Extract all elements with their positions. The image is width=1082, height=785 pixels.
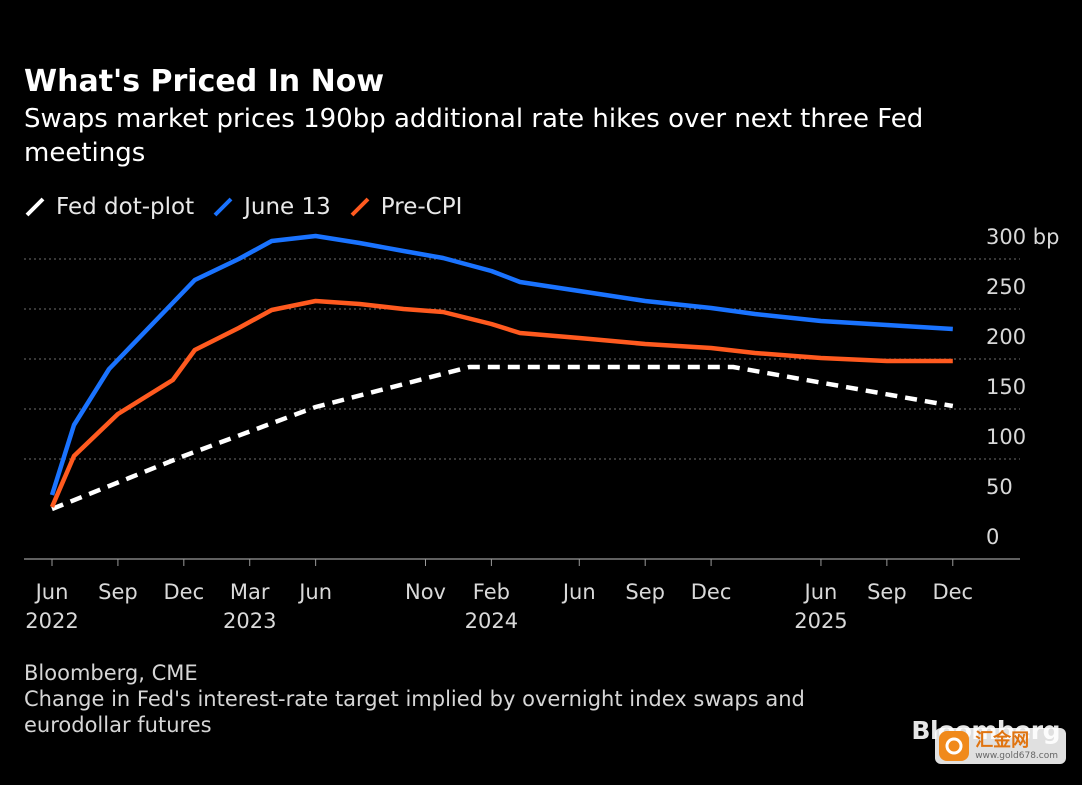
legend-label-dot-plot: Fed dot-plot bbox=[56, 194, 195, 220]
y-tick-label-0: 0 bbox=[986, 525, 999, 549]
y-tick-label-100: 100 bbox=[986, 425, 1026, 449]
x-tick-label-4: Jun bbox=[297, 580, 332, 604]
x-tick-label-11: Sep bbox=[867, 580, 907, 604]
x-tick-year-6: 2024 bbox=[465, 609, 518, 633]
x-tick-label-1: Sep bbox=[98, 580, 138, 604]
legend-item-june-13: June 13 bbox=[212, 194, 331, 220]
y-tick-label-200: 200 bbox=[986, 325, 1026, 349]
source-text: Bloomberg, CME bbox=[24, 661, 198, 685]
x-tick-year-10: 2025 bbox=[794, 609, 847, 633]
chart-title: What's Priced In Now bbox=[24, 64, 385, 99]
legend-item-dot-plot: Fed dot-plot bbox=[24, 194, 194, 220]
x-tick-label-5: Nov bbox=[405, 580, 446, 604]
series-line-june-13 bbox=[49, 233, 953, 496]
footnote-text: Change in Fed's interest-rate target imp… bbox=[24, 687, 805, 737]
y-tick-label-250: 250 bbox=[986, 275, 1026, 299]
x-tick-label-8: Sep bbox=[625, 580, 665, 604]
series-line-fed-dot-plot bbox=[51, 364, 954, 512]
x-tick-label-2: Dec bbox=[163, 580, 204, 604]
y-tick-label-50: 50 bbox=[986, 475, 1013, 499]
x-tick-label-10: Jun bbox=[803, 580, 838, 604]
x-tick-label-3: Mar bbox=[230, 580, 270, 604]
x-tick-year-3: 2023 bbox=[223, 609, 276, 633]
watermark-logo-icon bbox=[939, 731, 970, 761]
watermark-name: 汇金网 bbox=[975, 729, 1030, 751]
y-tick-label-150: 150 bbox=[986, 375, 1026, 399]
y-tick-label-300: 300 bp bbox=[986, 225, 1059, 249]
chart-subtitle: Swaps market prices 190bp additional rat… bbox=[24, 104, 924, 168]
x-tick-label-0: Jun bbox=[34, 580, 69, 604]
series-line-pre-cpi bbox=[49, 298, 953, 508]
x-tick-label-6: Feb bbox=[473, 580, 510, 604]
legend: Fed dot-plot June 13 Pre-CPI bbox=[24, 192, 480, 222]
x-tick-label-12: Dec bbox=[932, 580, 973, 604]
legend-swatch-dot-plot bbox=[25, 197, 45, 217]
legend-swatch-june-13 bbox=[213, 197, 233, 217]
x-tick-label-7: Jun bbox=[561, 580, 596, 604]
legend-label-pre-cpi: Pre-CPI bbox=[380, 194, 463, 220]
x-tick-label-9: Dec bbox=[691, 580, 732, 604]
legend-swatch-pre-cpi bbox=[350, 197, 370, 217]
watermark-url: www.gold678.com bbox=[975, 750, 1058, 761]
legend-label-june-13: June 13 bbox=[244, 194, 331, 220]
line-chart: 0 50 100 150 200 250 300 bp Jun 2022 Sep Dec Mar 202… bbox=[24, 225, 1059, 633]
legend-item-pre-cpi: Pre-CPI bbox=[349, 194, 463, 220]
watermark: 汇金网 www.gold678.com bbox=[935, 728, 1066, 764]
x-tick-year-0: 2022 bbox=[25, 609, 78, 633]
